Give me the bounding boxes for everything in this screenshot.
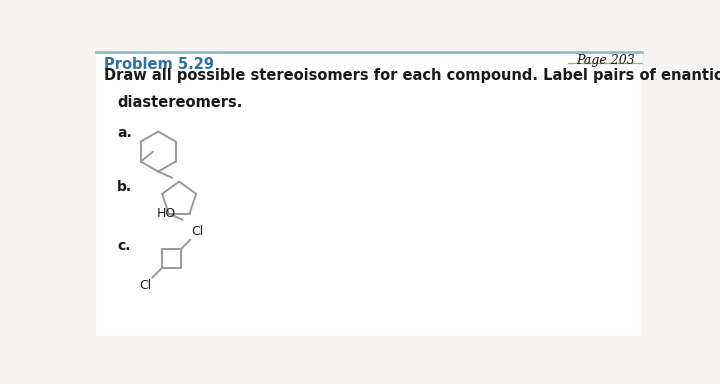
Text: HO: HO	[157, 207, 176, 220]
Text: diastereomers.: diastereomers.	[117, 95, 243, 110]
Text: Problem 5.29: Problem 5.29	[104, 57, 214, 72]
Text: Cl: Cl	[139, 279, 151, 292]
Text: Cl: Cl	[192, 225, 204, 238]
Text: c.: c.	[117, 239, 130, 253]
Text: b.: b.	[117, 180, 132, 194]
Text: a.: a.	[117, 126, 132, 140]
Text: Draw all possible stereoisomers for each compound. Label pairs of enantiomers an: Draw all possible stereoisomers for each…	[104, 68, 720, 83]
Text: Page 203: Page 203	[576, 54, 635, 67]
